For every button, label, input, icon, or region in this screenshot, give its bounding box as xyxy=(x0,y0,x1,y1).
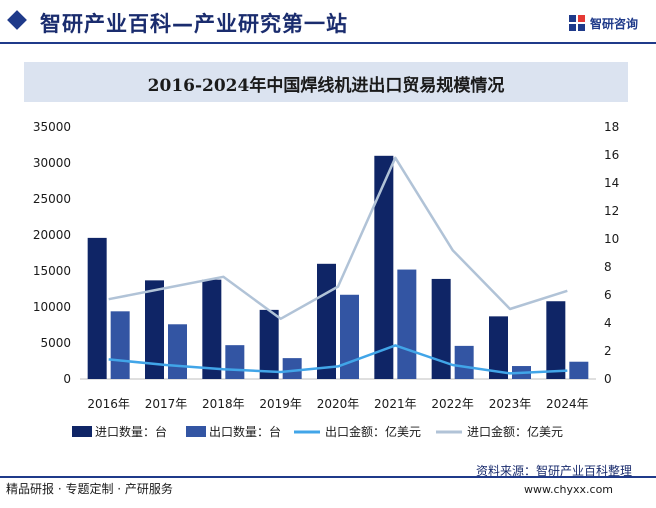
import-amount-line xyxy=(108,156,568,321)
x-tick-label: 2023年 xyxy=(489,397,532,411)
legend-label: 出口数量：台 xyxy=(209,424,281,439)
export-quantity-bar xyxy=(569,361,589,379)
y-right-tick-label: 18 xyxy=(604,120,619,134)
y-left-tick-label: 25000 xyxy=(33,192,71,206)
y-left-tick-label: 35000 xyxy=(33,120,71,134)
legend-swatch xyxy=(72,426,92,437)
y-right-tick-label: 12 xyxy=(604,204,619,218)
y-right-tick-label: 10 xyxy=(604,232,619,246)
import-quantity-bar xyxy=(546,301,566,379)
y-right-tick-label: 2 xyxy=(604,344,612,358)
x-tick-label: 2020年 xyxy=(317,397,360,411)
source-note: 资料来源：智研产业百科整理 xyxy=(476,464,633,478)
legend-label: 进口数量：台 xyxy=(95,424,167,439)
import-quantity-bar xyxy=(317,263,336,379)
export-quantity-bar xyxy=(454,345,474,379)
y-left-tick-label: 5000 xyxy=(40,336,71,350)
y-right-tick-label: 6 xyxy=(604,288,612,302)
y-right-tick-label: 0 xyxy=(604,372,612,386)
trade-chart: 0 5000 10000 15000 20000 25000 30000 35000 0 2 4 6 8… xyxy=(33,120,619,439)
export-quantity-bar xyxy=(340,294,359,379)
x-tick-label: 2017年 xyxy=(145,397,188,411)
chart-title-band: 2016-2024年中国焊线机进出口贸易规模情况 xyxy=(24,62,628,102)
x-tick-label: 2024年 xyxy=(546,397,589,411)
x-tick-label: 2022年 xyxy=(431,397,474,411)
import-quantity-bar xyxy=(374,155,394,379)
brand-logo-icon xyxy=(569,15,585,31)
legend-label: 进口金额：亿美元 xyxy=(467,424,563,439)
header: 智研产业百科—产业研究第一站 智研咨询 xyxy=(0,0,656,44)
y-left-tick-label: 30000 xyxy=(33,156,71,170)
export-quantity-bar xyxy=(397,269,417,379)
x-tick-label: 2016年 xyxy=(87,397,130,411)
y-right-tick-label: 16 xyxy=(604,148,619,162)
import-quantity-bar xyxy=(145,280,164,379)
legend-swatch xyxy=(186,426,206,437)
footer-services: 精品研报 · 专题定制 · 产研服务 xyxy=(6,482,173,496)
chart-title: 2016-2024年中国焊线机进出口贸易规模情况 xyxy=(147,76,505,96)
header-divider xyxy=(0,42,656,44)
import-quantity-bar xyxy=(202,279,222,379)
export-quantity-bar xyxy=(110,311,130,379)
export-amount-line xyxy=(108,344,568,375)
import-quantity-bar xyxy=(431,278,451,379)
import-quantity-bar xyxy=(259,309,279,379)
import-quantity-bar xyxy=(87,237,107,379)
x-tick-label: 2021年 xyxy=(374,397,417,411)
y-left-tick-label: 15000 xyxy=(33,264,71,278)
export-quantity-bar xyxy=(168,324,187,379)
x-tick-label: 2019年 xyxy=(259,397,302,411)
header-title: 智研产业百科—产业研究第一站 xyxy=(40,12,348,36)
x-tick-label: 2018年 xyxy=(202,397,245,411)
y-right-tick-label: 14 xyxy=(604,176,619,190)
export-quantity-bar xyxy=(225,345,245,379)
legend-label: 出口金额：亿美元 xyxy=(325,424,421,439)
footer-divider xyxy=(0,476,656,478)
import-quantity-bar xyxy=(489,316,508,379)
brand-logo-text: 智研咨询 xyxy=(590,17,639,31)
footer-website: www.chyxx.com xyxy=(524,483,614,496)
y-left-tick-label: 0 xyxy=(63,372,71,386)
y-left-tick-label: 10000 xyxy=(33,300,71,314)
y-right-tick-label: 4 xyxy=(604,316,612,330)
y-left-tick-label: 20000 xyxy=(33,228,71,242)
export-quantity-bar xyxy=(282,358,302,379)
y-right-tick-label: 8 xyxy=(604,260,612,274)
